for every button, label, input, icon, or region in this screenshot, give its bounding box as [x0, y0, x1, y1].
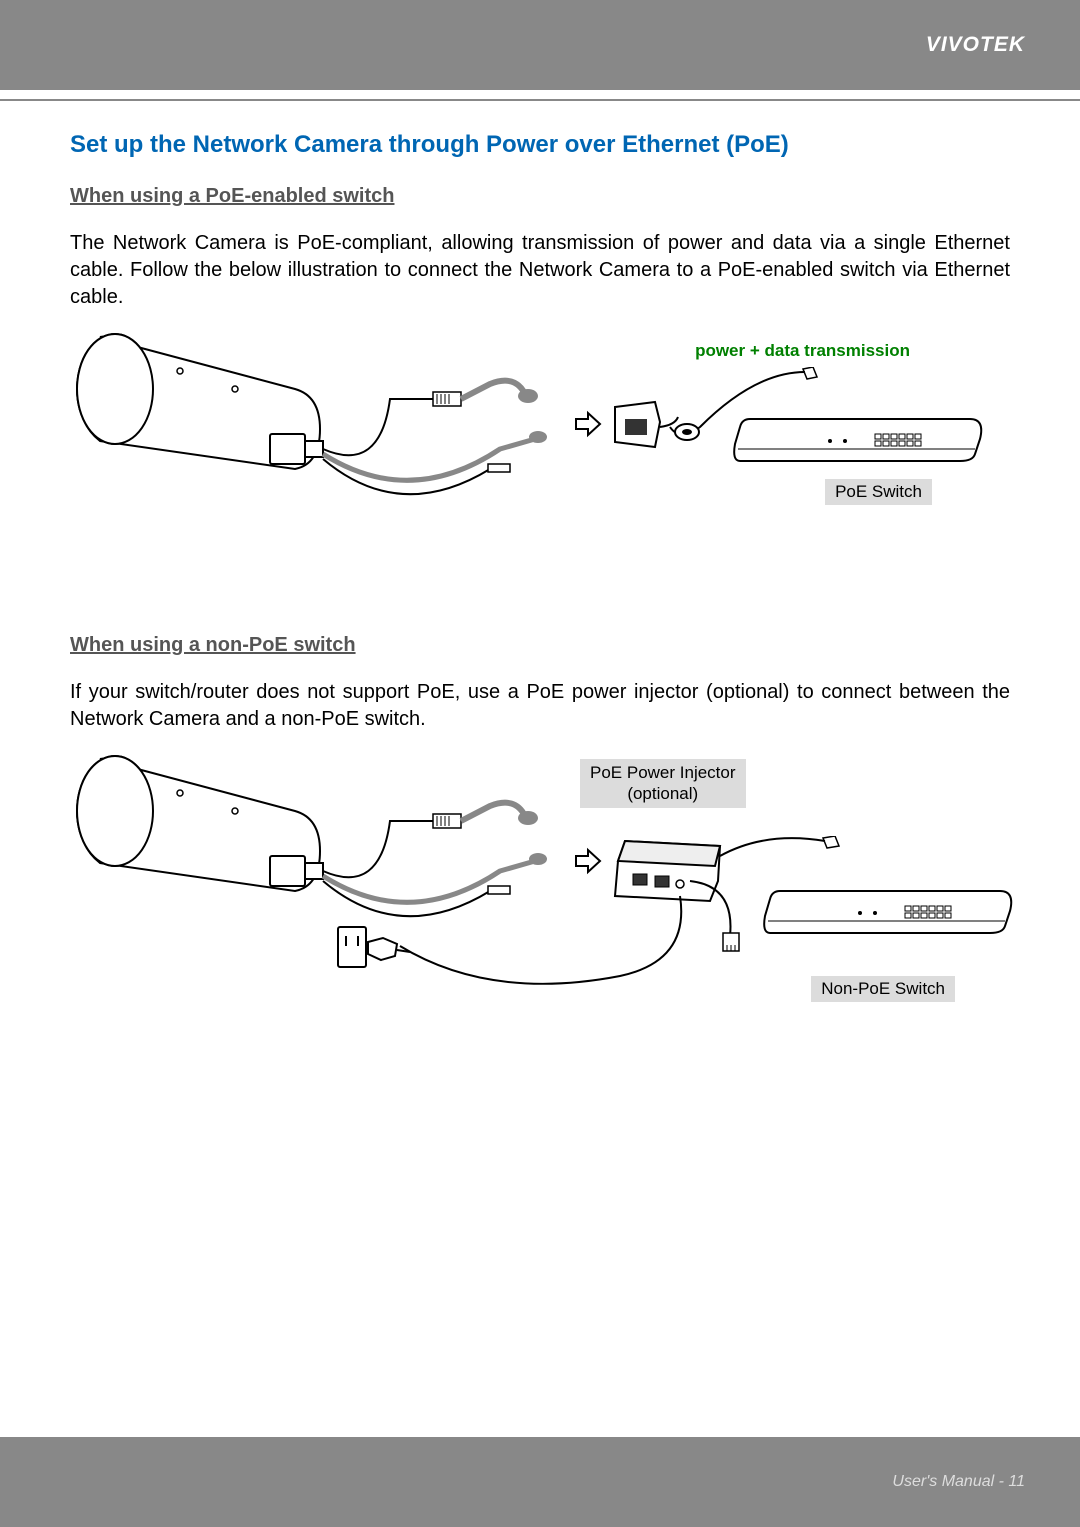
- poe-switch-label: PoE Switch: [825, 479, 932, 505]
- header-band: VIVOTEK: [0, 0, 1080, 90]
- subsection-poe-heading: When using a PoE-enabled switch: [70, 185, 1010, 208]
- nonpoe-switch-illustration: [760, 871, 1020, 961]
- poe-paragraph: The Network Camera is PoE-compliant, all…: [70, 230, 1010, 311]
- section-title: Set up the Network Camera through Power …: [70, 131, 1010, 159]
- footer-text: User's Manual - 11: [892, 1473, 1025, 1491]
- injector-label-line1: PoE Power Injector: [590, 763, 736, 782]
- injector-label-line2: (optional): [627, 784, 698, 803]
- power-data-label: power + data transmission: [695, 341, 910, 361]
- subsection-nonpoe-heading: When using a non-PoE switch: [70, 634, 1010, 657]
- page-content: Set up the Network Camera through Power …: [0, 101, 1080, 1011]
- power-plug-icon: [335, 924, 415, 974]
- diagram-nonpoe: PoE Power Injector (optional): [70, 751, 1010, 1011]
- injector-label: PoE Power Injector (optional): [580, 759, 746, 808]
- nonpoe-paragraph: If your switch/router does not support P…: [70, 679, 1010, 733]
- footer-band: User's Manual - 11: [0, 1437, 1080, 1527]
- diagram-poe: power + data transmission: [70, 329, 1010, 529]
- camera-illustration: [70, 329, 570, 529]
- nonpoe-switch-label: Non-PoE Switch: [811, 976, 955, 1002]
- brand-text: VIVOTEK: [926, 33, 1025, 57]
- poe-switch-illustration: [730, 399, 990, 489]
- arrow-icon: [573, 846, 603, 876]
- arrow-icon: [573, 409, 603, 439]
